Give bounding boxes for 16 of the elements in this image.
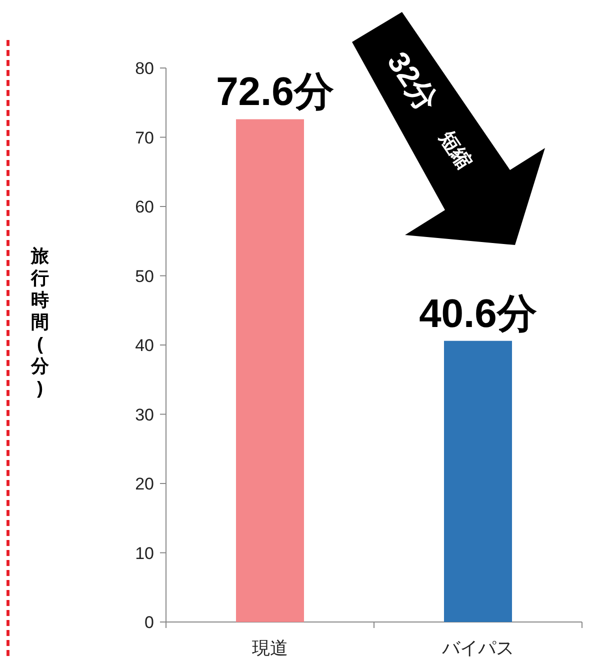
y-tick-label: 70 — [135, 128, 154, 148]
y-tick-label: 50 — [135, 266, 154, 286]
y-tick-label: 30 — [135, 405, 154, 424]
y-tick-label: 0 — [144, 613, 154, 632]
annotation: 32分 — [380, 46, 444, 118]
y-tick-label: 60 — [135, 198, 154, 216]
y-tick-label: 10 — [135, 544, 154, 563]
data-label: 40.6分 — [419, 292, 537, 336]
x-tick-label: 現道 — [252, 638, 288, 658]
y-tick-label: 80 — [135, 59, 154, 78]
annotation: 短縮 — [434, 126, 476, 173]
y-axis-title: 旅行時間(分) — [30, 246, 50, 398]
y-tick-label: 40 — [135, 336, 154, 355]
data-label: 72.6分 — [216, 70, 334, 114]
x-tick-label: バイパス — [441, 638, 514, 658]
y-tick-label: 20 — [135, 474, 154, 494]
